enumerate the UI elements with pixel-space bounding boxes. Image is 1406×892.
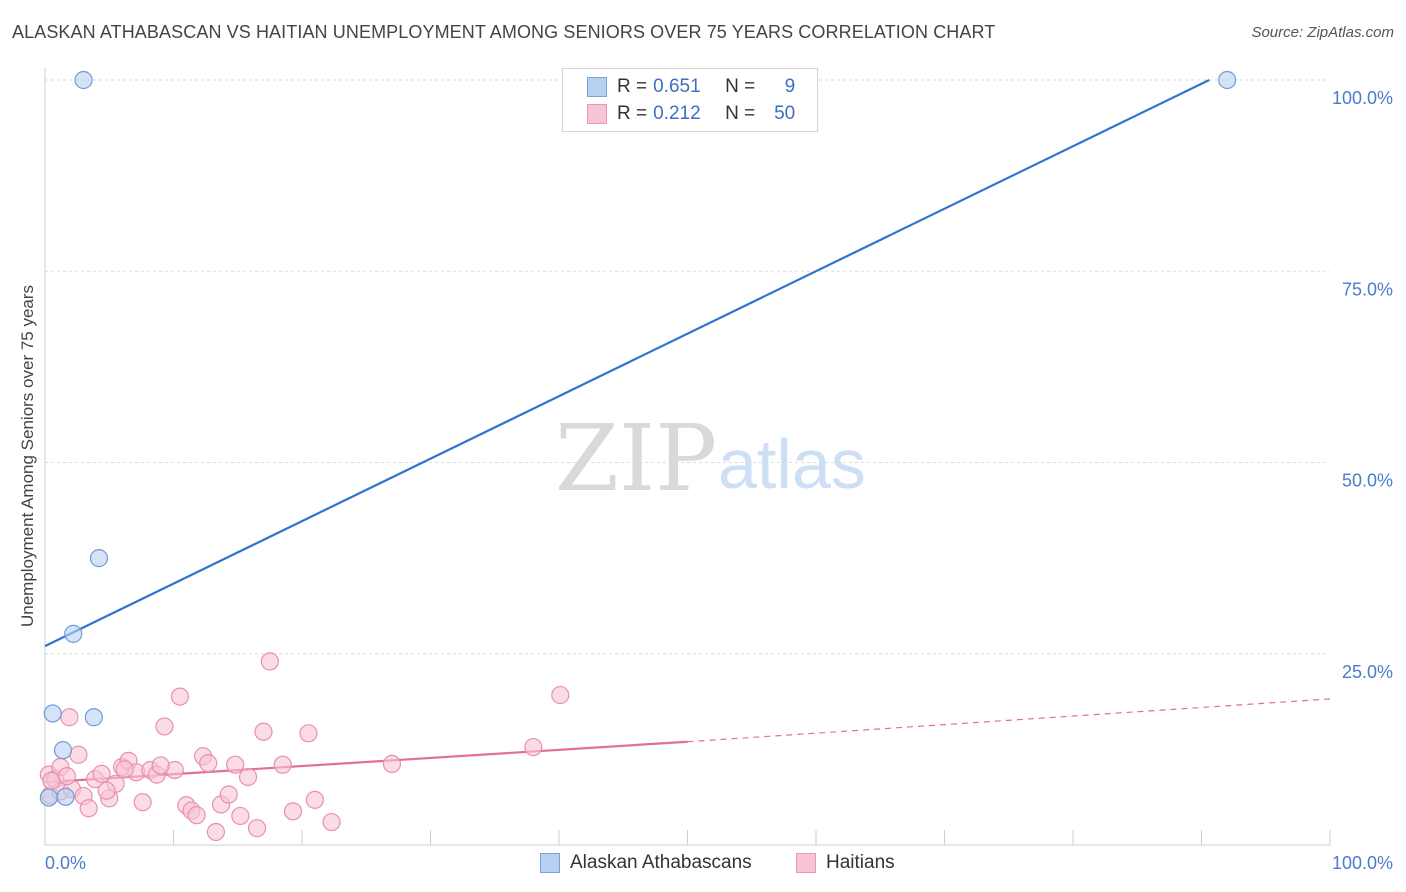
data-point-haitians <box>60 708 79 727</box>
bottom-legend-label: Haitians <box>826 852 895 873</box>
data-point-haitians <box>231 806 250 826</box>
data-point-haitians <box>305 790 324 809</box>
legend-r-value: 0.651 <box>653 76 701 97</box>
watermark-atlas: atlas <box>718 425 866 503</box>
data-point-haitians <box>238 767 258 787</box>
data-point-haitians <box>151 756 170 775</box>
data-point-athabascans <box>39 788 58 807</box>
data-point-haitians <box>551 685 570 705</box>
data-points <box>39 70 1237 842</box>
data-point-haitians <box>219 785 238 804</box>
bottom-legend: Alaskan Athabascans Haitians <box>0 852 1406 878</box>
legend-r-value: 0.212 <box>653 103 701 124</box>
data-point-athabascans <box>84 708 103 727</box>
data-point-haitians <box>206 822 226 842</box>
y-tick-label: 50.0% <box>1342 471 1393 491</box>
data-point-athabascans <box>64 624 83 643</box>
data-point-haitians <box>57 767 76 786</box>
y-tick-label: 100.0% <box>1332 88 1393 108</box>
data-point-haitians <box>97 781 116 800</box>
trend-line-athabascans <box>44 79 1210 648</box>
x-tick-label: 100.0% <box>1332 853 1393 873</box>
data-point-haitians <box>382 754 402 774</box>
data-point-haitians <box>115 760 134 779</box>
data-point-haitians <box>155 717 174 736</box>
data-point-haitians <box>92 764 111 783</box>
legend-n-value: 9 <box>784 76 796 97</box>
trend-line-extension <box>687 698 1331 743</box>
x-tick-label: 0.0% <box>45 853 86 873</box>
bottom-legend-swatch-athabascans <box>540 853 560 873</box>
watermark: ZIP atlas <box>555 405 866 512</box>
legend-row-haitian: R = 0.212 N = 50 <box>587 102 795 126</box>
legend-swatch-haitian <box>587 104 607 124</box>
y-tick-label: 25.0% <box>1342 662 1393 682</box>
data-point-haitians <box>247 819 267 838</box>
grid-lines <box>45 79 1330 655</box>
data-point-haitians <box>273 755 292 774</box>
data-point-haitians <box>79 799 98 818</box>
data-point-haitians <box>69 745 88 764</box>
bottom-legend-swatch-haitians <box>796 853 816 873</box>
data-point-haitians <box>254 722 273 741</box>
data-point-athabascans <box>1218 70 1237 90</box>
data-point-haitians <box>283 802 303 821</box>
data-point-haitians <box>42 771 61 790</box>
data-point-athabascans <box>43 704 62 723</box>
legend-swatch-athabascan <box>587 77 607 97</box>
data-point-haitians <box>199 754 218 773</box>
legend-r-label: R = <box>617 103 648 124</box>
data-point-athabascans <box>53 741 73 760</box>
data-point-haitians <box>170 687 190 706</box>
data-point-athabascans <box>74 70 93 90</box>
data-point-haitians <box>133 793 152 812</box>
data-point-athabascans <box>56 787 75 806</box>
bottom-legend-athabascans[interactable]: Alaskan Athabascans <box>540 852 752 874</box>
data-point-haitians <box>299 724 318 743</box>
bottom-legend-label: Alaskan Athabascans <box>570 852 752 873</box>
data-point-haitians <box>524 737 543 757</box>
data-point-haitians <box>226 755 245 774</box>
data-point-athabascans <box>89 549 109 568</box>
legend-n-label: N = <box>725 76 756 97</box>
legend-r-label: R = <box>617 76 648 97</box>
legend-n-value: 50 <box>774 103 796 124</box>
source-credit: Source: ZipAtlas.com <box>1251 24 1394 41</box>
bottom-legend-haitians[interactable]: Haitians <box>796 852 895 874</box>
tick-labels: 100.0% 75.0% 50.0% 25.0% 0.0% 100.0% <box>45 88 1393 873</box>
data-point-haitians <box>322 812 341 832</box>
legend-n-label: N = <box>725 103 756 124</box>
data-point-haitians <box>260 652 279 671</box>
y-tick-label: 75.0% <box>1342 279 1393 299</box>
chart-title: ALASKAN ATHABASCAN VS HAITIAN UNEMPLOYME… <box>12 22 996 42</box>
legend: R = 0.651 N = 9 R = 0.212 N = 50 <box>562 68 818 132</box>
legend-row-athabascan: R = 0.651 N = 9 <box>587 75 795 99</box>
data-point-haitians <box>187 806 206 825</box>
watermark-zip: ZIP <box>555 405 717 512</box>
